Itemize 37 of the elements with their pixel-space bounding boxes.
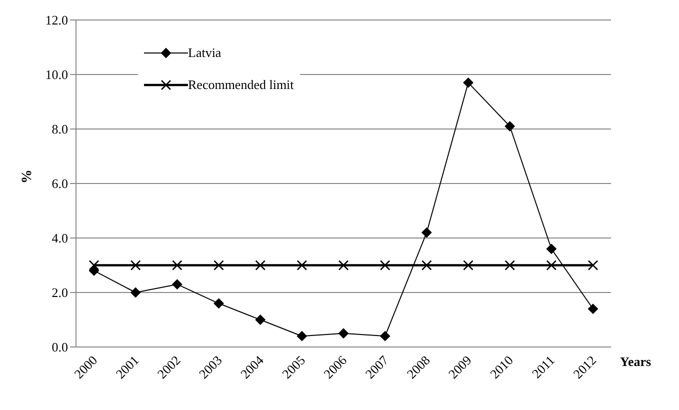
y-tick-label: 0.0 [52,340,68,355]
y-axis-title: % [20,170,35,184]
y-tick-label: 4.0 [52,230,68,246]
point [88,260,100,270]
point [338,328,348,338]
point [214,298,224,308]
point [172,279,182,290]
y-tick-label: 12.0 [45,12,68,28]
point [546,260,557,270]
y-tick-label: 2.0 [52,285,68,300]
point [130,288,141,298]
point [422,228,432,238]
point [463,78,474,88]
point [296,331,307,342]
point [588,260,598,270]
point [296,260,308,270]
x-axis-title: Years [620,354,652,370]
y-tick-label: 6.0 [52,176,68,192]
point [338,260,349,270]
point [214,260,224,270]
legend-label: Recommended limit [188,77,294,93]
point [463,260,474,270]
y-tick-label: 8.0 [52,122,68,137]
point [255,314,266,325]
y-tick-label: 10.0 [45,67,68,82]
point [504,260,515,270]
point [588,304,598,314]
legend-label: Latvia [188,45,222,61]
point [172,260,182,270]
point [380,260,390,270]
point [255,260,266,270]
point [546,244,556,254]
point [504,121,515,132]
point [380,331,390,342]
point [422,260,432,270]
point [130,260,141,270]
x-tick-label: 2011 [528,352,558,382]
